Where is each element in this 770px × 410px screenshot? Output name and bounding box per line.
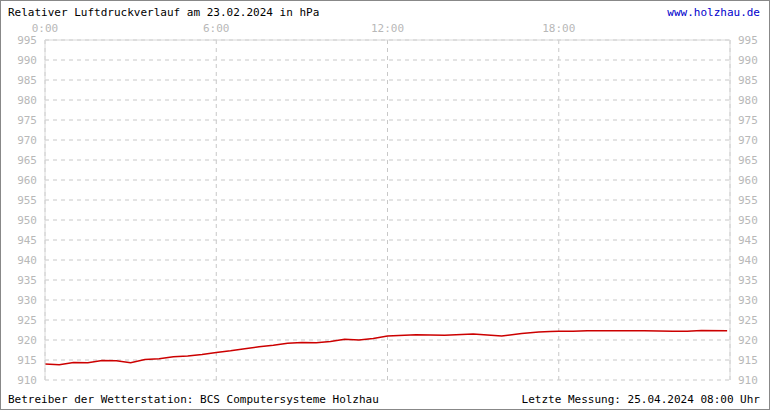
- svg-text:910: 910: [738, 374, 758, 387]
- svg-text:975: 975: [17, 114, 37, 127]
- svg-text:975: 975: [738, 114, 758, 127]
- svg-text:950: 950: [17, 214, 37, 227]
- svg-text:965: 965: [17, 154, 37, 167]
- svg-text:980: 980: [738, 94, 758, 107]
- html-text:Betreiber der Wetterstation: B: Betreiber der Wetterstation: BCS Compute…: [8, 393, 379, 406]
- svg-text:935: 935: [738, 274, 758, 287]
- svg-text:6:00: 6:00: [203, 22, 230, 35]
- svg-text:995: 995: [738, 34, 758, 47]
- html-text:Relativer Luftdruckverlauf am: Relativer Luftdruckverlauf am 23.02.2024…: [8, 6, 320, 19]
- svg-text:960: 960: [738, 174, 758, 187]
- svg-text:945: 945: [738, 234, 758, 247]
- svg-text:925: 925: [17, 314, 37, 327]
- svg-text:925: 925: [738, 314, 758, 327]
- svg-text:930: 930: [17, 294, 37, 307]
- svg-text:970: 970: [17, 134, 37, 147]
- svg-text:965: 965: [738, 154, 758, 167]
- svg-text:955: 955: [17, 194, 37, 207]
- svg-text:915: 915: [17, 354, 37, 367]
- svg-text:940: 940: [17, 254, 37, 267]
- svg-text:950: 950: [738, 214, 758, 227]
- svg-text:0:00: 0:00: [31, 22, 59, 35]
- svg-text:935: 935: [17, 274, 37, 287]
- svg-text:12:00: 12:00: [371, 22, 404, 35]
- svg-text:930: 930: [738, 294, 758, 307]
- svg-text:960: 960: [17, 174, 37, 187]
- svg-text:985: 985: [17, 74, 37, 87]
- svg-text:18:00: 18:00: [542, 22, 575, 35]
- svg-text:920: 920: [738, 334, 758, 347]
- svg-text:995: 995: [17, 34, 37, 47]
- svg-text:920: 920: [17, 334, 37, 347]
- svg-text:985: 985: [738, 74, 758, 87]
- svg-text:970: 970: [738, 134, 758, 147]
- svg-text:955: 955: [738, 194, 758, 207]
- svg-text:940: 940: [738, 254, 758, 267]
- svg-text:990: 990: [738, 54, 758, 67]
- svg-text:980: 980: [17, 94, 37, 107]
- svg-text:910: 910: [17, 374, 37, 387]
- svg-text:990: 990: [17, 54, 37, 67]
- svg-text:915: 915: [738, 354, 758, 367]
- html-text:Letzte Messung: 25.04.2024 08:: Letzte Messung: 25.04.2024 08:00 Uhr: [521, 393, 760, 406]
- html-text:www.holzhau.de: www.holzhau.de: [667, 6, 760, 19]
- svg-text:945: 945: [17, 234, 37, 247]
